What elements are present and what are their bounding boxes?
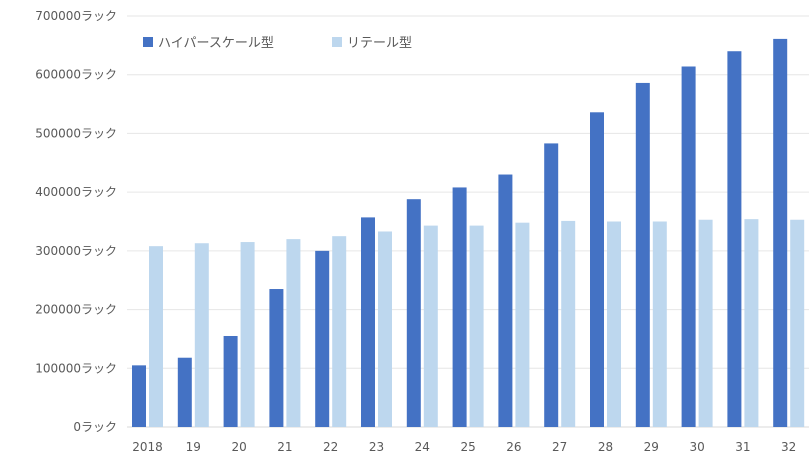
bars xyxy=(132,38,805,428)
bar-hyperscale xyxy=(590,112,604,427)
bar-hyperscale xyxy=(498,174,513,427)
y-tick-label: 100000ラック xyxy=(35,361,117,375)
x-tick-label: 25 xyxy=(460,440,475,454)
y-tick-label: 200000ラック xyxy=(35,303,117,317)
x-tick-label: 29 xyxy=(644,440,659,454)
legend-label-hyperscale: ハイパースケール型 xyxy=(158,36,274,51)
x-tick-label: 2018 xyxy=(132,440,163,454)
bar-hyperscale xyxy=(223,335,238,427)
bar-retail xyxy=(332,236,347,427)
x-tick-label: 32 xyxy=(781,440,796,454)
bar-retail xyxy=(378,231,392,427)
bar-retail xyxy=(652,221,667,427)
bar-retail xyxy=(149,246,163,427)
x-tick-label: 31 xyxy=(735,440,750,454)
bar-retail xyxy=(790,219,805,427)
bar-retail xyxy=(561,220,576,427)
bar-hyperscale xyxy=(773,38,788,428)
bar-retail xyxy=(607,221,621,427)
y-tick-label: 500000ラック xyxy=(35,126,117,140)
bar-hyperscale xyxy=(269,289,284,427)
x-tick-label: 19 xyxy=(186,440,201,454)
bar-hyperscale xyxy=(361,217,375,427)
legend-label-retail: リテール型 xyxy=(347,36,412,51)
bar-hyperscale xyxy=(544,143,559,427)
x-tick-label: 28 xyxy=(598,440,613,454)
x-tick-label: 27 xyxy=(552,440,567,454)
legend-swatch-retail xyxy=(332,37,342,47)
x-tick-label: 22 xyxy=(323,440,338,454)
x-tick-label: 21 xyxy=(277,440,292,454)
x-axis-ticks: 2018 19 20 21 22 23 24 25 26 27 28 29 30 31 32 xyxy=(132,440,796,454)
x-tick-label: 30 xyxy=(689,440,704,454)
bar-retail xyxy=(240,242,255,427)
bar-hyperscale xyxy=(727,51,742,427)
x-tick-label: 20 xyxy=(231,440,246,454)
bar-retail xyxy=(423,225,438,427)
bar-retail xyxy=(469,225,484,427)
bar-hyperscale xyxy=(635,82,650,427)
y-tick-label: 600000ラック xyxy=(35,68,117,82)
y-tick-label: 400000ラック xyxy=(35,185,117,199)
legend-swatch-hyperscale xyxy=(143,37,153,47)
bar-hyperscale xyxy=(177,357,192,427)
y-tick-label: 700000ラック xyxy=(35,9,117,23)
legend: ハイパースケール型 リテール型 xyxy=(143,36,412,51)
bar-retail xyxy=(698,219,713,427)
y-tick-label: 300000ラック xyxy=(35,244,117,258)
bar-retail xyxy=(515,222,530,427)
bar-retail xyxy=(744,219,759,427)
bar-hyperscale xyxy=(132,365,146,427)
x-tick-label: 26 xyxy=(506,440,521,454)
bar-retail xyxy=(194,243,209,427)
bar-hyperscale xyxy=(406,199,421,427)
bar-hyperscale xyxy=(452,187,467,427)
bar-hyperscale xyxy=(681,66,696,427)
bar-hyperscale xyxy=(315,250,330,427)
bar-retail xyxy=(286,239,301,427)
y-tick-label: 0ラック xyxy=(73,420,117,434)
y-axis-ticks: 0ラック 100000ラック 200000ラック 300000ラック 400000ラック… xyxy=(35,9,117,434)
x-tick-label: 24 xyxy=(415,440,430,454)
x-tick-label: 23 xyxy=(369,440,384,454)
